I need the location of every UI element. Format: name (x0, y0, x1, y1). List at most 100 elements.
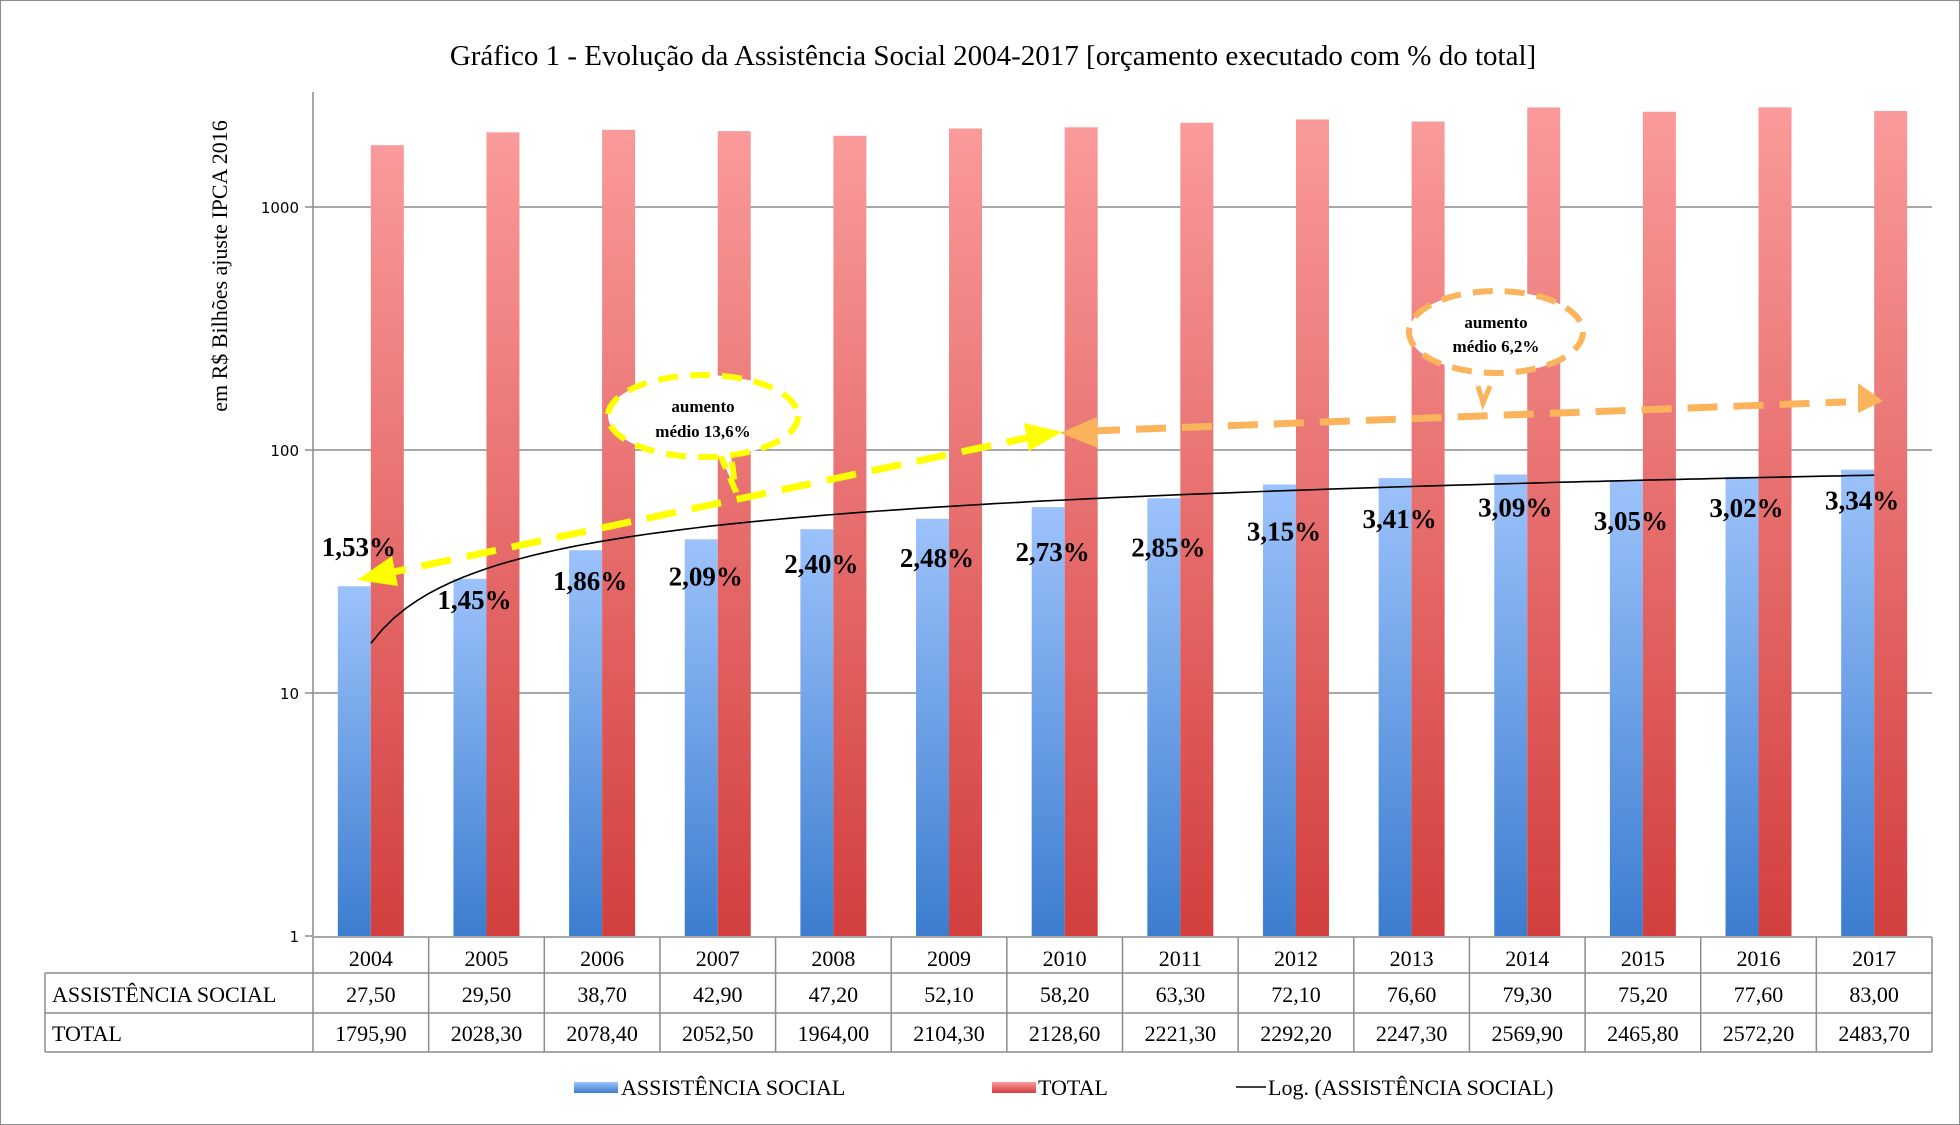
legend-label: ASSISTÊNCIA SOCIAL (621, 1075, 845, 1100)
yellow-dashed-arrow-line (383, 432, 1037, 578)
orange-dashed-arrow-line (1089, 398, 1847, 435)
legend-label: TOTAL (1038, 1075, 1108, 1100)
percent-label-2015: 3,05% (1594, 506, 1668, 536)
log-trendline (370, 474, 1875, 644)
bar-assistencia-social-2005 (453, 578, 487, 936)
y-tick-label: 100 (270, 442, 299, 460)
table-cell-total-2008: 1964,00 (798, 1021, 870, 1046)
y-tick-label: 1 (289, 928, 299, 946)
x-tick-label: 2005 (464, 946, 508, 971)
bar-assistencia-social-2007 (684, 539, 718, 936)
percent-labels: 1,53% 1,45% 1,86% 2,09% 2,40% 2,48% 2,73% 2,85%… (322, 486, 1900, 615)
bar-assistencia-social-2014 (1494, 474, 1528, 936)
legend-item-total[interactable]: TOTAL (992, 1075, 1108, 1100)
table-cell-total-2005: 2028,30 (451, 1021, 523, 1046)
table-cell-total-2007: 2052,50 (682, 1021, 754, 1046)
table-cell-assistencia-2010: 58,20 (1040, 982, 1090, 1007)
x-tick-label: 2016 (1737, 946, 1781, 971)
bubble-line-2: médio 6,2% (1453, 337, 1540, 356)
bubble-tail (716, 447, 739, 494)
bar-total-2008 (833, 135, 867, 937)
table-cell-assistencia-2009: 52,10 (924, 982, 974, 1007)
bubble-line-1: aumento (671, 397, 734, 416)
table-row-label-total: TOTAL (52, 1021, 122, 1046)
table-cell-assistencia-2015: 75,20 (1618, 982, 1668, 1007)
table-cell-total-2013: 2247,30 (1376, 1021, 1448, 1046)
legend-item-assistencia-social[interactable]: ASSISTÊNCIA SOCIAL (574, 1075, 845, 1100)
table-cell-total-2004: 1795,90 (335, 1021, 407, 1046)
bar-assistencia-social-2009 (916, 518, 950, 936)
y-tick-label: 1000 (261, 199, 299, 217)
percent-label-2014: 3,09% (1478, 492, 1552, 522)
percent-label-2005: 1,45% (437, 585, 511, 615)
table-cell-assistencia-2012: 72,10 (1271, 982, 1321, 1007)
arrow-head-left-icon (1060, 417, 1098, 448)
x-tick-label: 2008 (811, 946, 855, 971)
table-cell-total-2015: 2465,80 (1607, 1021, 1679, 1046)
table-cell-total-2009: 2104,30 (913, 1021, 985, 1046)
percent-label-2007: 2,09% (669, 561, 743, 591)
table-cell-total-2012: 2292,20 (1260, 1021, 1332, 1046)
x-tick-label: 2011 (1159, 946, 1202, 971)
bar-assistencia-social-2010 (1031, 507, 1065, 936)
x-tick-label: 2009 (927, 946, 971, 971)
table-cell-total-2006: 2078,40 (566, 1021, 638, 1046)
table-cell-assistencia-2013: 76,60 (1387, 982, 1437, 1007)
bars (337, 107, 1908, 937)
table-cell-assistencia-2014: 79,30 (1503, 982, 1553, 1007)
bar-total-2012 (1295, 119, 1329, 937)
table-cell-assistencia-2005: 29,50 (462, 982, 512, 1007)
bubble-tail (1475, 385, 1493, 411)
table-cell-total-2011: 2221,30 (1145, 1021, 1217, 1046)
y-axis-label: em R$ Bilhões ajuste IPCA 2016 (207, 120, 232, 412)
bar-assistencia-social-2015 (1609, 480, 1643, 936)
data-table: ASSISTÊNCIA SOCIAL TOTAL 2004 27,50 1795,9… (44, 936, 1933, 1053)
y-axis-ticks: 1 10 100 1000 (261, 199, 313, 946)
x-tick-label: 2006 (580, 946, 624, 971)
table-cell-assistencia-2011: 63,30 (1156, 982, 1206, 1007)
table-cell-assistencia-2007: 42,90 (693, 982, 743, 1007)
table-cell-total-2016: 2572,20 (1723, 1021, 1795, 1046)
legend-item-trendline[interactable]: Log. (ASSISTÊNCIA SOCIAL) (1236, 1075, 1553, 1100)
legend-label: Log. (ASSISTÊNCIA SOCIAL) (1268, 1075, 1553, 1100)
x-tick-label: 2017 (1852, 946, 1896, 971)
x-tick-label: 2007 (696, 946, 740, 971)
annotation-increase-2010-2017: aumento médio 6,2% (1060, 288, 1883, 448)
gridlines (313, 206, 1932, 694)
bar-total-2016 (1758, 107, 1792, 936)
bar-total-2015 (1642, 111, 1676, 936)
percent-label-2013: 3,41% (1362, 504, 1436, 534)
percent-label-2016: 3,02% (1709, 493, 1783, 523)
arrow-head-right-icon (1858, 383, 1883, 413)
bar-total-2010 (1064, 127, 1098, 937)
x-tick-label: 2013 (1390, 946, 1434, 971)
bar-total-2011 (1180, 122, 1214, 937)
bar-assistencia-social-2013 (1378, 478, 1412, 936)
x-tick-label: 2014 (1505, 946, 1549, 971)
bar-total-2004 (370, 145, 404, 936)
table-cell-assistencia-2006: 38,70 (577, 982, 627, 1007)
arrow-head-left-icon (357, 556, 398, 586)
percent-label-2008: 2,40% (784, 549, 858, 579)
table-cell-total-2010: 2128,60 (1029, 1021, 1101, 1046)
x-tick-label: 2004 (349, 946, 393, 971)
x-tick-label: 2015 (1621, 946, 1665, 971)
percent-label-2004: 1,53% (322, 532, 396, 562)
legend-swatch-blue (574, 1082, 618, 1093)
bar-assistencia-social-2012 (1262, 484, 1296, 936)
table-cell-total-2014: 2569,90 (1492, 1021, 1564, 1046)
bar-total-2013 (1411, 121, 1445, 936)
table-cell-assistencia-2016: 77,60 (1734, 982, 1784, 1007)
bar-assistencia-social-2008 (800, 529, 834, 936)
percent-label-2012: 3,15% (1247, 517, 1321, 547)
table-row-label-assistencia: ASSISTÊNCIA SOCIAL (52, 982, 276, 1007)
bar-assistencia-social-2004 (337, 586, 371, 936)
bar-total-2005 (486, 132, 520, 936)
table-cell-assistencia-2017: 83,00 (1849, 982, 1899, 1007)
y-tick-label: 10 (280, 685, 299, 703)
speech-bubble (605, 372, 801, 460)
bar-total-2007 (717, 131, 751, 937)
bar-assistencia-social-2006 (569, 550, 603, 936)
bubble-line-2: médio 13,6% (655, 422, 750, 441)
